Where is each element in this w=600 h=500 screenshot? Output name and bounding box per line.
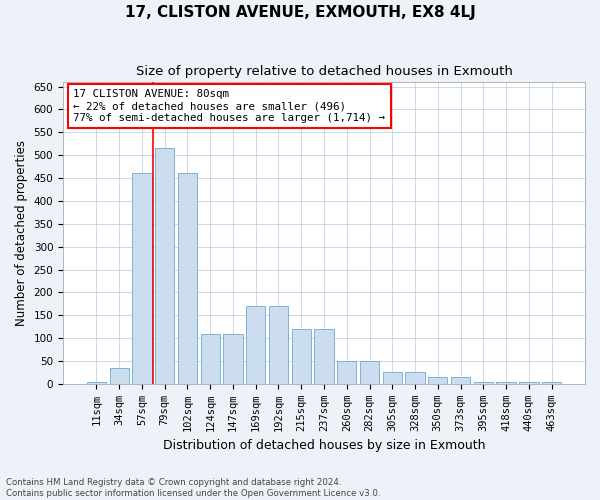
Bar: [110, 368, 129, 384]
Bar: [406, 372, 425, 384]
Bar: [383, 372, 402, 384]
Bar: [428, 377, 448, 384]
Bar: [337, 361, 356, 384]
Text: 17 CLISTON AVENUE: 80sqm
← 22% of detached houses are smaller (496)
77% of semi-: 17 CLISTON AVENUE: 80sqm ← 22% of detach…: [73, 90, 385, 122]
X-axis label: Distribution of detached houses by size in Exmouth: Distribution of detached houses by size …: [163, 440, 485, 452]
Bar: [155, 148, 175, 384]
Bar: [200, 334, 220, 384]
Bar: [269, 306, 288, 384]
Bar: [496, 382, 516, 384]
Bar: [451, 377, 470, 384]
Bar: [292, 329, 311, 384]
Y-axis label: Number of detached properties: Number of detached properties: [15, 140, 28, 326]
Bar: [132, 174, 152, 384]
Bar: [519, 382, 539, 384]
Bar: [360, 361, 379, 384]
Bar: [178, 174, 197, 384]
Bar: [314, 329, 334, 384]
Bar: [87, 382, 106, 384]
Bar: [223, 334, 242, 384]
Bar: [246, 306, 265, 384]
Text: Contains HM Land Registry data © Crown copyright and database right 2024.
Contai: Contains HM Land Registry data © Crown c…: [6, 478, 380, 498]
Title: Size of property relative to detached houses in Exmouth: Size of property relative to detached ho…: [136, 65, 512, 78]
Text: 17, CLISTON AVENUE, EXMOUTH, EX8 4LJ: 17, CLISTON AVENUE, EXMOUTH, EX8 4LJ: [125, 5, 475, 20]
Bar: [473, 382, 493, 384]
Bar: [542, 382, 561, 384]
